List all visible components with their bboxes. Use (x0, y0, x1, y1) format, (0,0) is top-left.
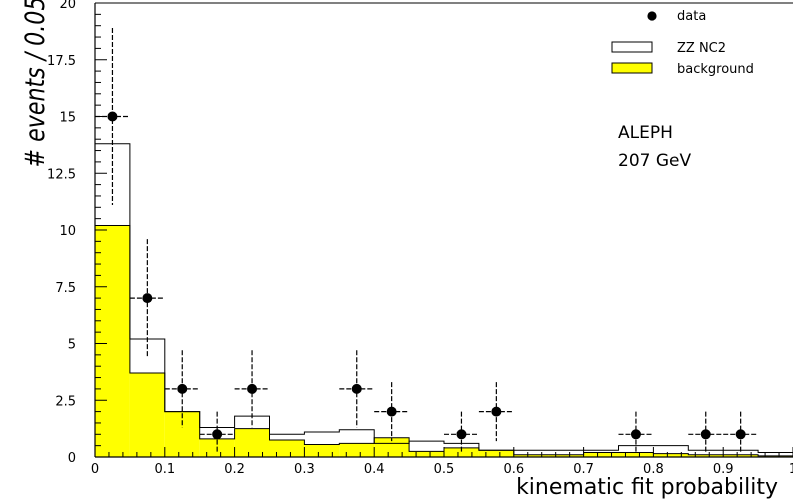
data-point (351, 383, 362, 394)
background-bar (653, 453, 689, 457)
background-bar (374, 437, 410, 457)
data-points (95, 27, 759, 453)
y-tick-label: 12.5 (47, 167, 76, 182)
y-tick-label: 0 (68, 451, 76, 466)
x-tick-label: 0.3 (294, 462, 315, 477)
y-tick-label: 15 (59, 111, 76, 126)
y-axis-title: # events / 0.05 (19, 0, 51, 167)
x-tick-label: 0.7 (573, 462, 594, 477)
data-point (177, 383, 188, 394)
y-tick-label: 2.5 (55, 394, 76, 409)
background-bar (688, 454, 724, 457)
x-axis-ticks: 0 0.1 0.2 0.3 0.4 0.5 0.6 0.7 0.8 0.9 1 (91, 447, 793, 477)
y-axis-ticks: 0 2.5 5 7.5 10 12.5 15 17.5 20 (47, 0, 107, 466)
x-tick-label: 0.5 (434, 462, 455, 477)
x-tick-label: 0.1 (154, 462, 175, 477)
background-bar (513, 454, 549, 457)
background-bar (95, 225, 130, 457)
background-bar (409, 451, 444, 457)
data-point (386, 406, 397, 417)
x-tick-label: 0.2 (224, 462, 245, 477)
background-bar (618, 452, 654, 457)
background-bar (478, 450, 514, 457)
background-bar (129, 373, 165, 457)
legend-data-label: data (677, 9, 706, 24)
legend-data-marker (647, 11, 657, 21)
energy-label: 207 GeV (618, 151, 691, 171)
legend-background-swatch (611, 62, 653, 74)
data-point (247, 383, 258, 394)
y-tick-label: 10 (59, 224, 76, 239)
x-tick-label: 0.6 (503, 462, 524, 477)
zz-nc2-histogram (94, 143, 793, 457)
data-point (491, 406, 502, 417)
legend: data ZZ NC2 background (611, 9, 754, 77)
y-tick-label: 17.5 (47, 54, 76, 69)
x-tick-label: 0 (91, 462, 99, 477)
data-point (142, 293, 153, 304)
legend-zz-label: ZZ NC2 (677, 41, 726, 56)
background-bar (723, 454, 759, 457)
background-bar (444, 447, 479, 457)
y-tick-label: 7.5 (55, 281, 76, 296)
legend-background-label: background (677, 62, 754, 77)
data-point (735, 429, 746, 440)
x-tick-label: 0.4 (364, 462, 385, 477)
y-tick-label: 5 (68, 338, 76, 353)
legend-zz-swatch (611, 41, 653, 53)
background-bar (269, 439, 305, 457)
x-tick-label: 0.8 (643, 462, 664, 477)
background-bar (234, 428, 270, 457)
data-point (700, 429, 711, 440)
data-point (630, 429, 641, 440)
data-point (212, 429, 223, 440)
background-bar (304, 444, 340, 457)
zz-nc2-outline (94, 143, 793, 457)
x-axis-title: kinematic fit probability (516, 475, 778, 500)
x-tick-label: 1 (789, 462, 793, 477)
data-point (107, 111, 118, 122)
x-tick-label: 0.9 (713, 462, 734, 477)
data-point (456, 429, 467, 440)
background-bar (548, 454, 584, 457)
y-tick-label: 20 (59, 0, 76, 12)
experiment-label: ALEPH (618, 123, 673, 143)
background-bar (583, 452, 619, 457)
background-bar (164, 411, 200, 457)
background-histogram (94, 224, 793, 457)
background-bar (339, 443, 375, 457)
